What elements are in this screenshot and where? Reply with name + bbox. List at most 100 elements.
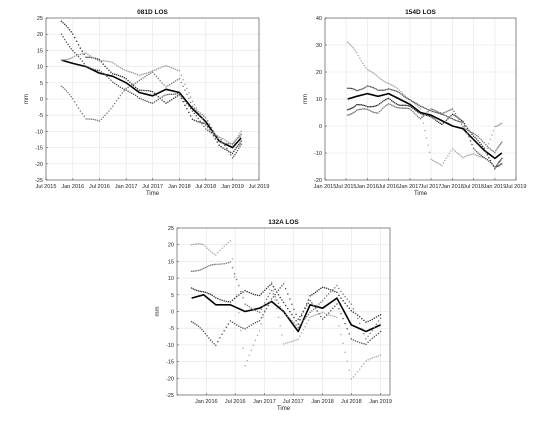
- y-tick-label: 15: [37, 48, 43, 54]
- data-point: [336, 284, 338, 287]
- data-point: [73, 55, 76, 58]
- data-point: [497, 162, 499, 165]
- data-point: [287, 293, 289, 295]
- data-point: [206, 129, 209, 132]
- data-point: [112, 105, 114, 107]
- data-point: [350, 107, 353, 110]
- data-point: [427, 108, 429, 111]
- data-point: [392, 100, 394, 103]
- data-point: [289, 298, 291, 300]
- data-point: [366, 68, 369, 71]
- data-point: [189, 115, 192, 117]
- data-point: [62, 59, 64, 61]
- data-point: [263, 310, 266, 313]
- data-point: [381, 100, 384, 103]
- data-point: [98, 59, 101, 62]
- data-point: [282, 301, 285, 304]
- data-point: [199, 120, 201, 122]
- data-point: [142, 89, 144, 92]
- data-point: [409, 105, 411, 108]
- data-point: [252, 322, 255, 325]
- data-point: [295, 313, 297, 315]
- data-point: [387, 82, 390, 85]
- data-point: [217, 252, 219, 254]
- data-point: [390, 99, 393, 102]
- data-point: [363, 362, 365, 365]
- data-point: [91, 56, 93, 58]
- data-point: [182, 100, 184, 103]
- data-point: [475, 134, 478, 137]
- data-point: [367, 359, 369, 361]
- data-point: [281, 308, 283, 311]
- data-point: [441, 123, 443, 125]
- data-point: [68, 93, 71, 96]
- data-point: [368, 109, 370, 111]
- y-tick-label: 10: [168, 276, 174, 282]
- data-point: [284, 313, 287, 316]
- data-point: [151, 102, 154, 104]
- data-point: [62, 86, 64, 89]
- data-point: [77, 107, 80, 109]
- data-point: [125, 89, 127, 91]
- data-point: [387, 102, 390, 105]
- data-point: [291, 313, 293, 316]
- data-point: [65, 58, 68, 61]
- data-point: [77, 54, 80, 56]
- data-point: [274, 296, 276, 298]
- data-point: [454, 115, 457, 117]
- data-point: [374, 111, 376, 114]
- data-point: [357, 103, 360, 106]
- data-point: [180, 81, 183, 84]
- data-point: [365, 66, 367, 69]
- data-point: [348, 333, 351, 335]
- data-point: [202, 290, 205, 293]
- data-point: [354, 373, 357, 376]
- data-point: [359, 89, 361, 91]
- data-point: [302, 320, 305, 322]
- data-point: [263, 309, 266, 312]
- data-point: [358, 368, 361, 370]
- data-point: [229, 154, 232, 156]
- data-point: [336, 291, 338, 294]
- data-point: [365, 360, 367, 362]
- data-point: [167, 101, 169, 103]
- data-point: [334, 290, 336, 293]
- point-series-4: [346, 102, 503, 154]
- data-point: [433, 109, 435, 111]
- data-point: [204, 245, 207, 248]
- data-point: [191, 100, 194, 103]
- data-point: [104, 114, 106, 117]
- data-point: [498, 145, 500, 147]
- data-point: [410, 109, 413, 112]
- data-point: [206, 126, 209, 129]
- data-point: [115, 83, 118, 86]
- data-point: [190, 320, 193, 323]
- data-point: [327, 312, 330, 314]
- data-point: [213, 263, 215, 266]
- data-point: [498, 161, 500, 164]
- data-point: [148, 101, 150, 103]
- data-point: [85, 65, 87, 67]
- data-point: [206, 292, 208, 294]
- y-tick-label: 10: [37, 65, 43, 71]
- y-tick-label: -10: [35, 129, 43, 135]
- data-point: [352, 46, 354, 49]
- data-point: [110, 71, 112, 73]
- data-point: [169, 84, 171, 86]
- data-point: [123, 69, 126, 71]
- data-point: [413, 101, 416, 104]
- x-axis-label: Time: [277, 406, 291, 412]
- data-point: [389, 83, 391, 85]
- data-point: [233, 150, 235, 153]
- data-point: [439, 122, 442, 125]
- data-point: [445, 157, 448, 159]
- data-point: [161, 99, 163, 101]
- data-point: [119, 66, 122, 69]
- data-point: [365, 108, 367, 110]
- data-point: [297, 326, 299, 329]
- x-axis-label: Time: [414, 191, 428, 197]
- y-axis-label: mm: [303, 94, 309, 104]
- data-point: [421, 113, 423, 115]
- y-tick-label: 5: [40, 81, 43, 87]
- data-point: [383, 80, 385, 83]
